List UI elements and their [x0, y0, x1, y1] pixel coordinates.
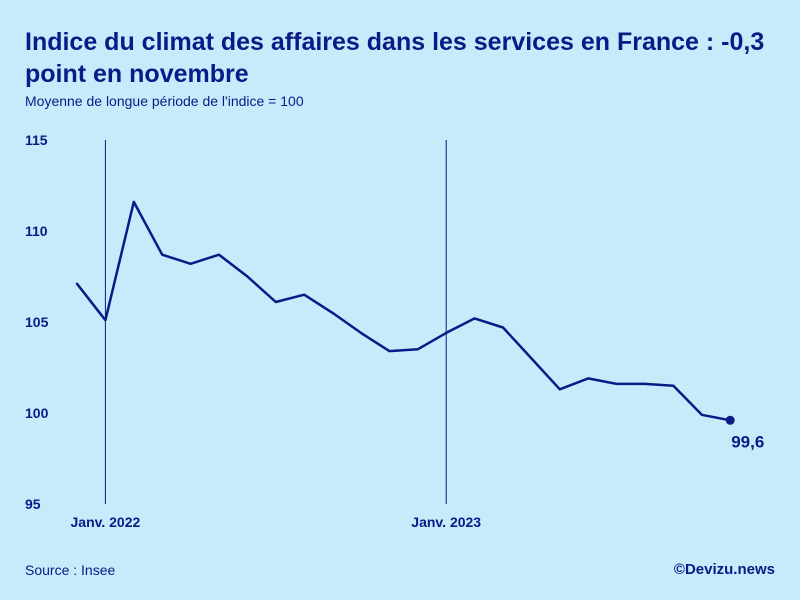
y-tick-label: 95	[25, 496, 41, 512]
y-tick-label: 110	[25, 223, 48, 239]
source-note: Source : Insee	[25, 562, 116, 578]
x-tick-label: Janv. 2023	[411, 514, 481, 530]
last-point-marker	[725, 415, 735, 425]
last-value-label: 99,6	[731, 432, 764, 451]
series-line	[75, 200, 732, 422]
y-tick-label: 100	[25, 405, 49, 421]
chart-subtitle: Moyenne de longue période de l'indice = …	[25, 93, 304, 109]
chart-title: Indice du climat des affaires dans les s…	[25, 28, 765, 88]
line-chart: 95 100 105 110 115 Janv. 2022 Janv. 2023 99,6	[25, 132, 764, 530]
credit-link[interactable]: ©Devizu.news	[673, 561, 775, 578]
x-tick-label: Janv. 2022	[71, 514, 141, 530]
y-tick-label: 105	[25, 314, 49, 330]
y-tick-label: 115	[25, 132, 48, 148]
